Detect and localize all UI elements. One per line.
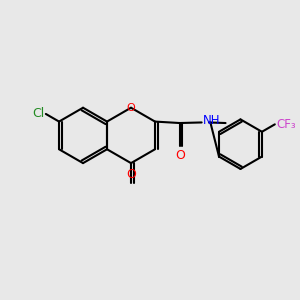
Text: Cl: Cl xyxy=(32,107,44,121)
Text: NH: NH xyxy=(203,115,220,128)
Text: O: O xyxy=(127,103,135,113)
Text: O: O xyxy=(126,168,136,181)
Text: O: O xyxy=(175,149,185,162)
Text: CF₃: CF₃ xyxy=(276,118,296,131)
